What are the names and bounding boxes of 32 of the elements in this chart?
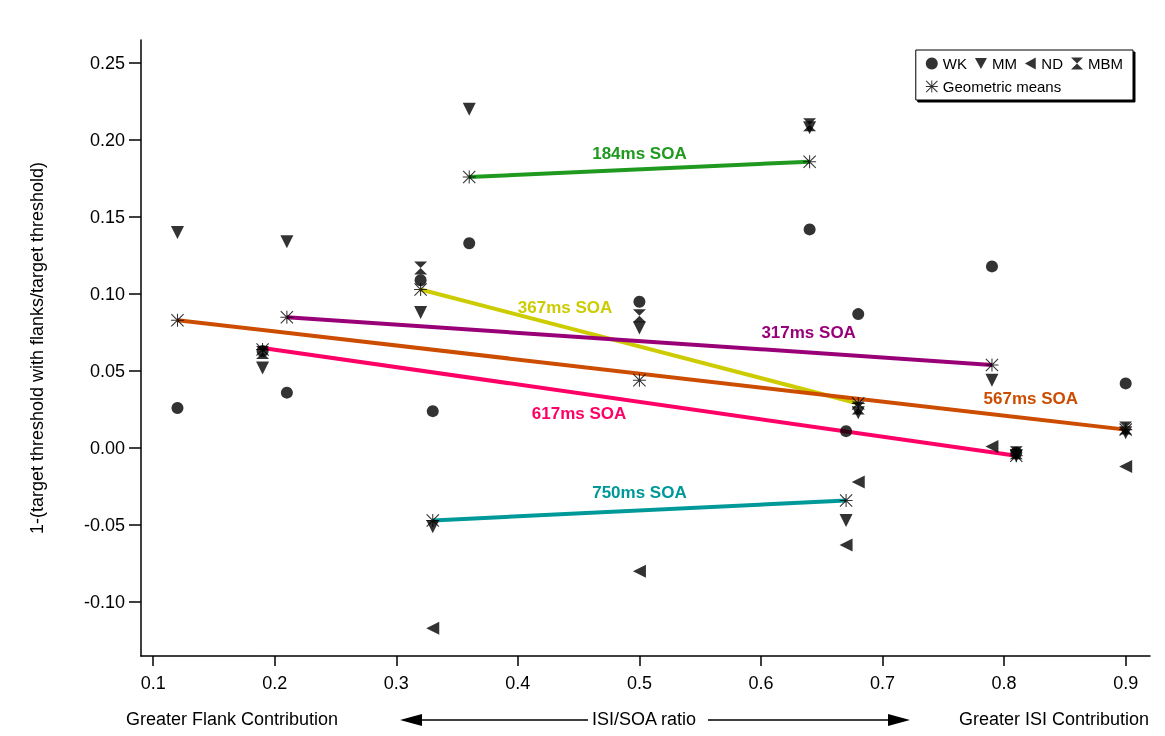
y-tick-label: 0.20	[89, 130, 125, 151]
x-tick-label: 0.8	[991, 673, 1017, 693]
series-label: 317ms SOA	[761, 323, 856, 343]
text: Greater ISI Contribution	[958, 709, 1149, 729]
y-tick-label: 0.00	[89, 438, 125, 459]
y-tick-label: 0.25	[89, 53, 125, 74]
x-axis-title: ISI/SOA ratio	[592, 709, 697, 729]
x-tick-label: 0.3	[383, 673, 409, 693]
x-tick-label: 0.9	[1113, 673, 1139, 693]
text: Greater Flank Contribution	[126, 709, 339, 729]
y-tick-label: -0.10	[83, 592, 125, 613]
series-label: 184ms SOA	[592, 143, 687, 163]
x-tick-label: 0.2	[262, 673, 288, 693]
legend-label: MM	[991, 55, 1017, 72]
y-tick-label: 0.15	[89, 207, 125, 228]
y-tick-label: 0.10	[89, 284, 125, 305]
series-label: 750ms SOA	[592, 482, 687, 502]
x-tick-label: 0.5	[626, 673, 652, 693]
x-tick-label: 0.7	[870, 673, 896, 693]
x-tick-label: 0.4	[505, 673, 531, 693]
legend-label: WK	[942, 55, 967, 72]
y-tick-label: 0.05	[89, 361, 125, 382]
legend-label: Geometric means	[942, 78, 1062, 95]
series-label: 617ms SOA	[531, 403, 627, 423]
x-tick-label: 0.6	[748, 673, 774, 693]
y-tick-label: -0.05	[83, 515, 125, 536]
series-label: 567ms SOA	[983, 389, 1079, 409]
series-label: 367ms SOA	[517, 297, 613, 317]
y-axis-title: 1-(target threshold with flanks/target threshold)	[27, 161, 47, 535]
legend-label: ND	[1041, 55, 1064, 72]
legend-label: MBM	[1088, 55, 1123, 72]
x-tick-label: 0.1	[140, 673, 166, 693]
